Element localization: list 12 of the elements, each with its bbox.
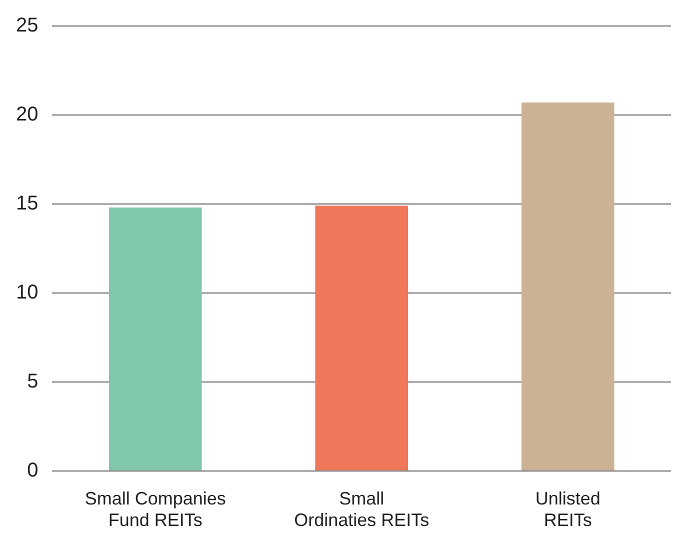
- bar: [521, 102, 614, 470]
- y-tick-label: 0: [27, 459, 38, 482]
- bar: [108, 207, 202, 470]
- y-tick-label: 25: [16, 14, 38, 37]
- x-tick-label: Unlisted REITs: [535, 488, 600, 530]
- y-tick-label: 20: [16, 103, 38, 126]
- x-tick-label: Small Companies Fund REITs: [84, 488, 226, 530]
- y-tick-label: 10: [16, 281, 38, 304]
- y-tick-label: 15: [16, 192, 38, 214]
- x-tick-label: Small Ordinaties REITs: [294, 488, 430, 530]
- bar: [315, 206, 408, 470]
- y-tick-label: 5: [27, 370, 38, 392]
